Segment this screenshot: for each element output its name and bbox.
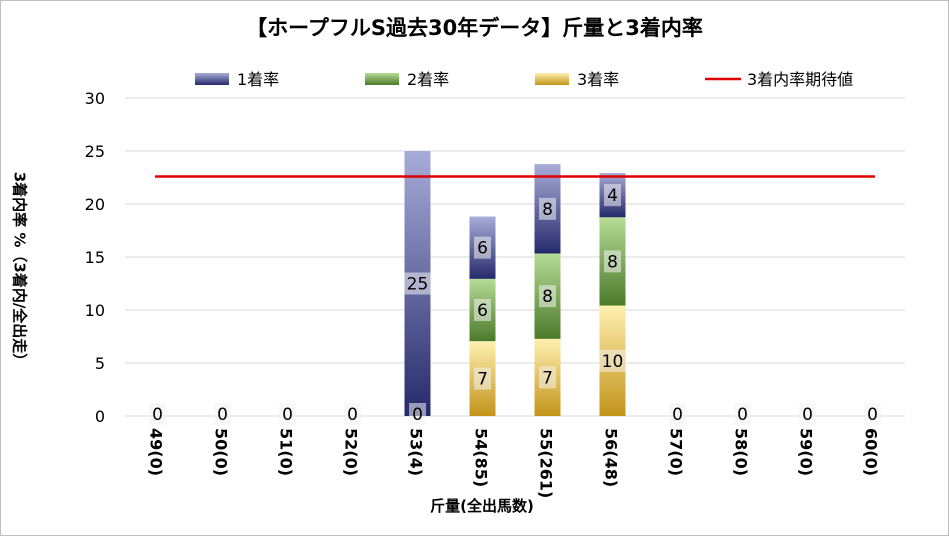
x-tick-label: 53(4) [407,428,426,476]
chart-title: 【ホープフルS過去30年データ】斤量と3着内率 [246,16,703,40]
data-label: 0 [152,405,163,425]
data-label: 4 [607,186,618,206]
x-tick-label: 58(0) [732,428,751,476]
data-label: 8 [542,200,553,220]
data-label: 6 [477,301,488,321]
data-label-box [604,184,621,207]
y-tick-label: 30 [85,89,105,108]
y-tick-label: 5 [95,354,105,373]
data-label-box [474,367,491,390]
legend-label: 1着率 [237,70,279,89]
data-label-box [539,285,556,308]
data-label: 0 [282,405,293,425]
data-label: 6 [477,239,488,259]
data-label: 0 [217,405,228,425]
x-axis-label: 斤量(全出馬数) [430,497,534,515]
data-label-box [734,403,751,425]
data-label: 0 [672,405,683,425]
x-tick-label: 51(0) [277,428,296,476]
data-label: 0 [802,405,813,425]
data-label-box [409,403,426,425]
legend-swatch [535,73,569,85]
data-label-box [864,403,881,425]
y-axis-label: 3着内率 %（3着内/全出走） [10,171,29,369]
y-tick-label: 15 [85,248,105,267]
data-label-box [214,403,231,425]
data-label-box [474,299,491,321]
x-tick-label: 50(0) [212,428,231,476]
data-label-box [279,403,296,425]
data-label: 0 [737,405,748,425]
data-label-box [149,403,166,425]
x-tick-label: 54(85) [472,428,491,487]
data-label-box [403,272,432,295]
data-label: 7 [542,368,553,388]
x-tick-label: 49(0) [147,428,166,476]
y-tick-label: 25 [85,142,105,161]
data-label: 0 [867,405,878,425]
x-tick-label: 55(261) [537,428,556,498]
data-label: 10 [602,352,624,372]
data-label-box [669,403,686,425]
data-label: 8 [607,252,618,272]
y-tick-label: 0 [95,407,105,426]
data-label-box [598,349,627,372]
data-label: 0 [412,405,423,425]
data-label: 0 [347,405,358,425]
x-tick-label: 52(0) [342,428,361,476]
data-label-box [539,366,556,389]
data-label: 8 [542,287,553,307]
data-label-box [604,250,621,273]
legend-swatch [195,73,229,85]
data-label-box [474,236,491,259]
data-label: 7 [477,370,488,390]
x-tick-label: 57(0) [667,428,686,476]
data-label-box [799,403,816,425]
x-tick-label: 56(48) [602,428,621,487]
legend-label: 2着率 [407,70,449,89]
y-tick-label: 10 [85,301,105,320]
data-label: 25 [407,275,429,295]
data-label-box [344,403,361,425]
x-tick-label: 60(0) [862,428,881,476]
x-tick-label: 59(0) [797,428,816,476]
legend-label: 3着内率期待値 [747,70,853,89]
legend-swatch [365,73,399,85]
data-label-box [539,197,556,220]
y-tick-label: 20 [85,195,105,214]
legend-label: 3着率 [577,70,619,89]
